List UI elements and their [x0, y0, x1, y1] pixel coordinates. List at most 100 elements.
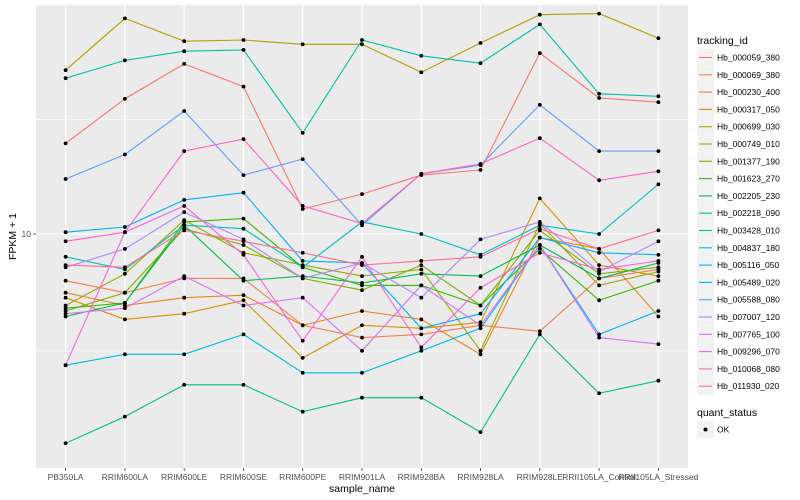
data-point: [360, 370, 364, 375]
data-point: [123, 230, 127, 235]
legend-label: Hb_002218_090: [717, 208, 780, 218]
data-point: [537, 220, 542, 224]
data-point: [123, 265, 127, 270]
data-point: [63, 295, 68, 300]
data-point: [123, 303, 127, 308]
data-point: [182, 210, 187, 215]
data-point: [182, 220, 187, 224]
data-point: [241, 226, 246, 231]
data-point: [537, 223, 542, 228]
data-point: [123, 317, 127, 322]
data-point: [300, 338, 305, 343]
data-point: [656, 100, 661, 105]
shape-legend-label: OK: [717, 425, 730, 435]
data-point: [656, 239, 661, 244]
data-point: [597, 91, 601, 96]
data-point: [241, 332, 246, 337]
x-tick-label: RRII105LA_Control: [562, 472, 636, 482]
data-point: [478, 162, 483, 166]
data-point: [478, 348, 483, 353]
data-point: [241, 278, 246, 283]
data-point: [478, 320, 483, 325]
data-point: [63, 363, 68, 368]
data-point: [123, 290, 127, 295]
data-point: [419, 271, 424, 276]
data-point: [419, 232, 424, 236]
data-point: [300, 131, 305, 135]
data-point: [537, 196, 542, 201]
data-point: [123, 271, 127, 276]
data-point: [360, 348, 364, 353]
data-point: [182, 62, 187, 66]
data-point: [478, 168, 483, 172]
legend-label: Hb_009296_070: [717, 347, 780, 357]
data-point: [63, 263, 68, 267]
data-point: [63, 311, 68, 316]
data-point: [537, 235, 542, 240]
legend-label: Hb_011930_020: [717, 381, 780, 391]
data-point: [300, 265, 305, 270]
data-point: [300, 356, 305, 360]
data-point: [300, 42, 305, 47]
data-point: [656, 269, 661, 274]
y-tick-label: 10: [22, 229, 32, 239]
x-tick-label: RRIM600LE: [161, 472, 208, 482]
data-point: [123, 16, 127, 21]
data-point: [123, 247, 127, 251]
data-point: [419, 70, 424, 75]
data-point: [419, 263, 424, 267]
x-tick-label: RRIM928LA: [457, 472, 504, 482]
legend-label: Hb_000059_380: [717, 53, 780, 63]
data-point: [182, 49, 187, 54]
data-points: [63, 11, 661, 446]
data-point: [63, 177, 68, 181]
legend-label: Hb_000317_050: [717, 104, 780, 114]
data-point: [300, 259, 305, 263]
data-point: [360, 395, 364, 400]
data-point: [360, 192, 364, 197]
data-point: [478, 41, 483, 45]
legend: tracking_id Hb_000059_380 Hb_000069_380 Hb…: [697, 35, 780, 438]
data-point: [182, 274, 187, 278]
data-point: [182, 39, 187, 44]
data-point: [300, 409, 305, 414]
data-point: [537, 243, 542, 247]
data-point: [241, 298, 246, 303]
data-point: [419, 348, 424, 353]
data-point: [656, 36, 661, 41]
legend-label: Hb_000699_030: [717, 122, 780, 132]
data-point: [537, 136, 542, 141]
data-point: [597, 149, 601, 154]
data-point: [597, 332, 601, 337]
data-point: [63, 306, 68, 311]
data-point: [478, 274, 483, 278]
data-point: [537, 12, 542, 17]
data-point: [656, 149, 661, 154]
data-point: [182, 198, 187, 202]
data-point: [478, 285, 483, 290]
data-point: [597, 178, 601, 183]
data-point: [123, 225, 127, 229]
data-point: [360, 254, 364, 259]
data-point: [419, 259, 424, 263]
data-point: [656, 342, 661, 346]
data-point: [419, 317, 424, 322]
data-point: [478, 61, 483, 66]
legend-label: Hb_001377_190: [717, 156, 780, 166]
legend-label: Hb_000230_400: [717, 87, 780, 97]
data-point: [419, 283, 424, 288]
data-point: [123, 301, 127, 305]
data-point: [300, 250, 305, 255]
data-point: [182, 382, 187, 387]
x-tick-label: RRIM928LE: [517, 472, 564, 482]
data-point: [300, 204, 305, 208]
data-point: [656, 182, 661, 187]
data-point: [63, 254, 68, 259]
data-point: [656, 378, 661, 383]
data-point: [537, 102, 542, 107]
data-point: [537, 332, 542, 337]
data-point: [597, 267, 601, 272]
data-point: [182, 109, 187, 113]
data-point: [597, 250, 601, 255]
x-tick-label: PB350LA: [48, 472, 84, 482]
